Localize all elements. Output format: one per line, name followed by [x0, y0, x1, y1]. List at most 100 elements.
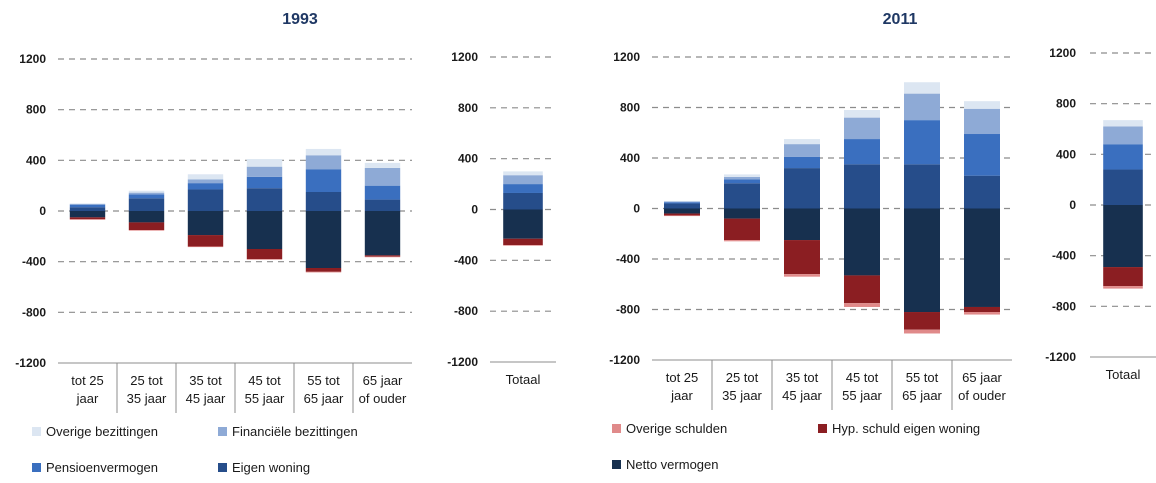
bar-segment-hyp_schuld	[503, 238, 543, 246]
bar-segment-netto_vermogen	[844, 208, 880, 276]
legend-right: Overige schulden Hyp. schuld eigen woning…	[612, 421, 980, 472]
bar-segment-eigen_woning	[904, 164, 940, 209]
category-label: 55 jaar	[245, 391, 285, 406]
bar-segment-pensioenvermogen	[128, 194, 165, 199]
legend-left: Overige bezittingen Financiële bezittinge…	[32, 424, 358, 475]
bar-segment-eigen_woning	[69, 207, 106, 211]
chart-title: 1993	[282, 11, 318, 28]
bar-segment-overige_schulden	[664, 215, 700, 217]
bar-segment-pensioenvermogen	[187, 183, 224, 190]
y-tick-label: -400	[22, 255, 46, 269]
legend-swatch-overige_schulden	[612, 424, 621, 433]
bar-segment-pensioenvermogen	[904, 120, 940, 165]
y-tick-label: 400	[26, 153, 46, 167]
category-label: 25 tot	[130, 373, 163, 388]
bar-segment-hyp_schuld	[724, 218, 760, 241]
bar-segment-overige_bezittingen	[503, 171, 543, 176]
category-label: 45 tot	[248, 373, 281, 388]
bar-segment-overige_schulden	[904, 329, 940, 334]
y-tick-label: 1200	[451, 50, 478, 64]
legend-swatch-hyp_schuld	[818, 424, 827, 433]
category-label: 55 tot	[906, 370, 939, 385]
bar-segment-financiele_bezittingen	[305, 155, 342, 170]
bar-segment-overige_bezittingen	[305, 148, 342, 156]
bar-segment-hyp_schuld	[128, 222, 165, 230]
bar-segment-eigen_woning	[305, 192, 342, 211]
bar-segment-netto_vermogen	[187, 211, 224, 236]
category-label: 55 jaar	[842, 388, 882, 403]
bar-segment-netto_vermogen	[503, 209, 543, 239]
y-tick-label: 0	[471, 203, 478, 217]
y-tick-label: -400	[1052, 249, 1076, 263]
bar-segment-hyp_schuld	[844, 275, 880, 304]
y-tick-label: -800	[454, 304, 478, 318]
bar-segment-netto_vermogen	[305, 211, 342, 268]
legend-label-eigen_woning: Eigen woning	[232, 460, 310, 475]
legend-label-overige_schulden: Overige schulden	[626, 421, 727, 436]
y-tick-label: 800	[1056, 97, 1076, 111]
category-label: of ouder	[958, 388, 1006, 403]
y-tick-label: -1200	[447, 355, 478, 369]
chart-title: 2011	[883, 11, 918, 28]
y-tick-label: 800	[458, 101, 478, 115]
bar-segment-financiele_bezittingen	[964, 108, 1000, 135]
bar-segment-overige_bezittingen	[69, 203, 106, 205]
bar-segment-pensioenvermogen	[724, 179, 760, 184]
bar-segment-eigen_woning	[187, 189, 224, 211]
legend-swatch-financiele_bezittingen	[218, 427, 227, 436]
y-tick-label: -400	[616, 252, 640, 266]
legend-label-financiele_bezittingen: Financiële bezittingen	[232, 424, 358, 439]
y-tick-label: 400	[1056, 147, 1076, 161]
bar-segment-eigen_woning	[1103, 169, 1143, 205]
y-tick-label: 1200	[19, 52, 46, 66]
category-label: tot 25	[666, 370, 699, 385]
category-label: 35 tot	[189, 373, 222, 388]
category-label: 35 jaar	[722, 388, 762, 403]
category-label: 65 jaar	[363, 373, 403, 388]
legend-label-overige_bezittingen: Overige bezittingen	[46, 424, 158, 439]
category-label: 45 jaar	[186, 391, 226, 406]
y-tick-label: 0	[39, 204, 46, 218]
y-tick-label: 0	[1069, 198, 1076, 212]
bar-segment-overige_bezittingen	[784, 139, 820, 145]
bar-segment-pensioenvermogen	[503, 184, 543, 193]
bar-segment-netto_vermogen	[364, 211, 401, 256]
legend-label-pensioenvermogen: Pensioenvermogen	[46, 460, 158, 475]
bar-segment-overige_schulden	[724, 240, 760, 242]
bar-segment-hyp_schuld	[1103, 267, 1143, 287]
y-tick-label: -1200	[609, 353, 640, 367]
bar-segment-overige_schulden	[187, 246, 224, 248]
bar-segment-overige_schulden	[69, 219, 106, 220]
category-label: 45 jaar	[782, 388, 822, 403]
category-label: jaar	[76, 391, 99, 406]
bar-segment-financiele_bezittingen	[364, 167, 401, 186]
bar-segment-eigen_woning	[724, 183, 760, 209]
bar-segment-overige_schulden	[503, 245, 543, 246]
bar-segment-overige_bezittingen	[128, 190, 165, 193]
y-tick-label: 1200	[613, 50, 640, 64]
bar-segment-financiele_bezittingen	[904, 93, 940, 121]
bar-segment-eigen_woning	[128, 198, 165, 211]
category-label: Totaal	[1106, 367, 1141, 382]
bar-segment-financiele_bezittingen	[128, 192, 165, 195]
category-label: 35 jaar	[127, 391, 167, 406]
bar-segment-financiele_bezittingen	[503, 175, 543, 185]
bar-segment-financiele_bezittingen	[784, 144, 820, 157]
bar-segment-pensioenvermogen	[305, 169, 342, 192]
bar-segment-overige_bezittingen	[246, 159, 283, 167]
bar-segment-hyp_schuld	[964, 306, 1000, 313]
bar-segment-pensioenvermogen	[69, 204, 106, 208]
bar-segment-financiele_bezittingen	[664, 201, 700, 203]
bar-segment-pensioenvermogen	[964, 134, 1000, 176]
bar-segment-overige_schulden	[128, 230, 165, 231]
bar-segment-financiele_bezittingen	[1103, 126, 1143, 145]
bar-segment-pensioenvermogen	[844, 139, 880, 165]
category-label: 65 jaar	[902, 388, 942, 403]
y-tick-label: 0	[633, 202, 640, 216]
bar-segment-netto_vermogen	[904, 208, 940, 313]
bar-segment-netto_vermogen	[664, 208, 700, 214]
bar-segment-netto_vermogen	[69, 211, 106, 218]
category-label: of ouder	[359, 391, 407, 406]
bar-segment-netto_vermogen	[246, 211, 283, 249]
bar-segment-eigen_woning	[364, 199, 401, 211]
